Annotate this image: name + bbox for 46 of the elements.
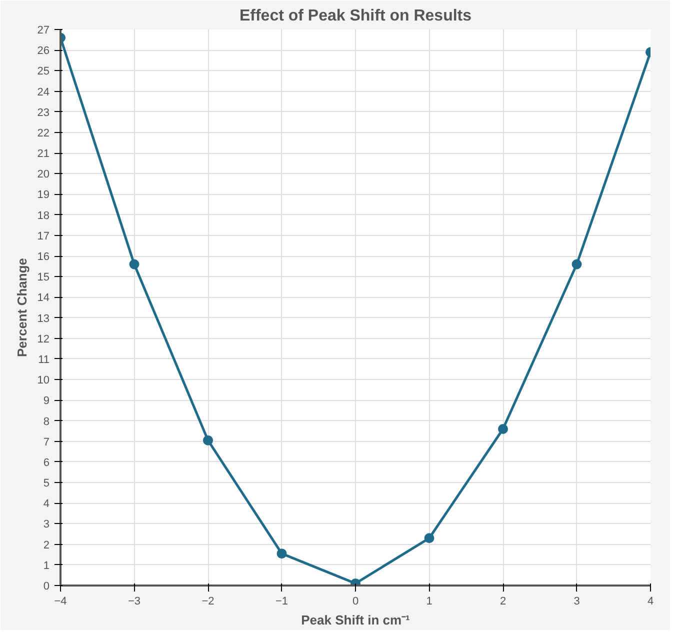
y-tick-label: 22	[37, 127, 50, 140]
y-tick-label: 18	[37, 210, 50, 222]
point	[203, 435, 213, 446]
y-tick-label: 6	[43, 456, 50, 469]
y-tick-label: 3	[43, 518, 50, 531]
y-tick-label: 17	[37, 230, 50, 242]
y-tick-label: 1	[43, 560, 50, 572]
x-tick-label: −3	[128, 596, 141, 608]
y-tick-label: 25	[37, 66, 50, 78]
y-tick-label: 21	[37, 148, 50, 160]
y-tick-label: 13	[37, 312, 50, 325]
x-tick-label: 3	[574, 596, 580, 608]
x-tick-label: 4	[647, 596, 654, 608]
y-tick-label: 5	[43, 478, 50, 490]
y-axis-title: Percent Change	[14, 258, 30, 357]
point	[572, 259, 582, 270]
x-axis-title: Peak Shift in cm⁻¹	[301, 612, 410, 628]
y-tick-label: 8	[43, 416, 50, 428]
point	[498, 424, 508, 434]
y-tick-label: 19	[37, 189, 50, 202]
x-tick-label: 1	[426, 596, 432, 608]
point	[424, 533, 434, 544]
y-tick-label: 7	[43, 436, 50, 448]
y-tick-label: 26	[37, 45, 50, 58]
chart-title: Effect of Peak Shift on Results	[239, 8, 472, 24]
y-tick-label: 20	[37, 168, 50, 181]
x-tick-label: −1	[275, 596, 288, 608]
x-tick-label: 0	[352, 596, 359, 608]
y-tick-label: 9	[43, 395, 50, 408]
y-tick-label: 23	[37, 106, 50, 119]
y-tick-label: 10	[37, 374, 50, 387]
point	[129, 259, 140, 270]
y-tick-label: 12	[37, 333, 50, 346]
y-tick-label: 11	[38, 354, 50, 366]
x-tick-label: −2	[202, 596, 214, 608]
y-tick-label: 4	[43, 498, 50, 510]
y-tick-label: 16	[37, 251, 50, 264]
y-tick-label: 27	[37, 24, 50, 36]
y-tick-label: 24	[37, 86, 50, 98]
x-tick-label: 2	[500, 596, 506, 608]
point	[276, 548, 287, 559]
y-tick-label: 0	[43, 580, 50, 592]
x-tick-label: −4	[54, 596, 67, 608]
y-tick-label: 14	[37, 292, 50, 304]
y-tick-label: 2	[43, 539, 50, 552]
y-tick-label: 15	[37, 272, 50, 284]
